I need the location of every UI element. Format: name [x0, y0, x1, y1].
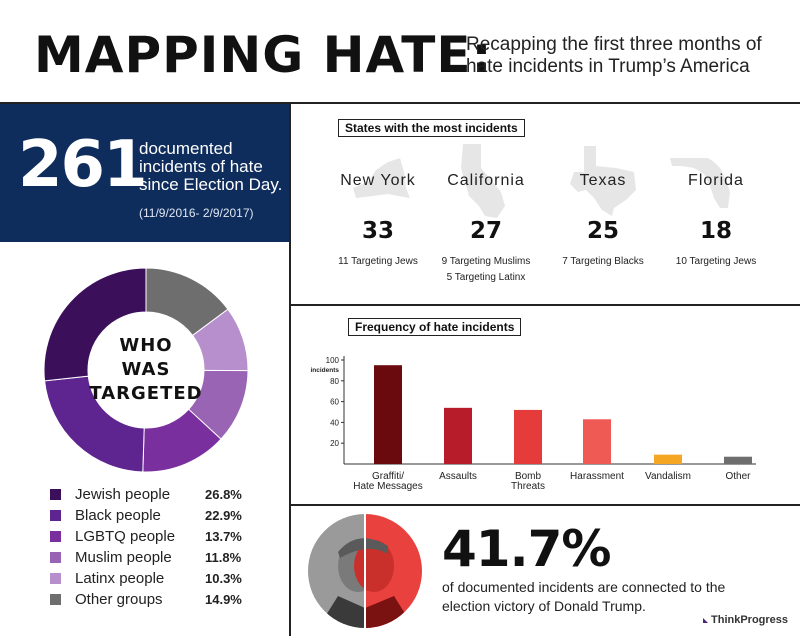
date-range: (11/9/2016- 2/9/2017) — [139, 206, 254, 220]
legend-value: 11.8% — [205, 550, 242, 565]
legend-value: 10.3% — [205, 571, 242, 586]
bar — [444, 407, 472, 464]
state-name: New York — [340, 172, 416, 189]
legend-item: Jewish people 26.8% — [50, 484, 242, 505]
california-shape — [461, 144, 505, 218]
state-count: 18 — [699, 218, 732, 244]
page-title: MAPPING HATE: — [34, 26, 493, 84]
summary-panel: 261 documented incidents of hate since E… — [0, 104, 290, 242]
state-count: 33 — [361, 218, 394, 244]
frequency-title: Frequency of hate incidents — [348, 318, 522, 336]
y-tick-label: 60 — [330, 398, 339, 407]
legend-swatch — [50, 531, 61, 542]
legend-swatch — [50, 552, 61, 563]
targets-donut — [43, 267, 249, 473]
bar — [583, 419, 611, 464]
x-tick-label: Harassment — [570, 471, 624, 482]
legend-item: Latinx people 10.3% — [50, 568, 242, 589]
legend-value: 13.7% — [205, 529, 242, 544]
incident-description: documented incidents of hate since Elect… — [139, 139, 283, 194]
brand-mark-icon — [703, 618, 708, 623]
state-count: 27 — [469, 218, 502, 244]
new-york-shape — [353, 158, 410, 198]
legend-swatch — [50, 489, 61, 500]
bar — [724, 456, 752, 464]
chart-divider — [290, 504, 800, 506]
legend-item: Other groups 14.9% — [50, 589, 242, 610]
x-tick-label: Other — [725, 471, 751, 482]
state-name: Texas — [579, 172, 627, 189]
x-tick-label: Graffiti/ — [372, 471, 404, 482]
y-axis-label: incidents — [310, 367, 339, 374]
vertical-divider — [289, 104, 291, 636]
bar — [374, 365, 402, 464]
x-tick-label: Threats — [511, 481, 545, 492]
legend-value: 14.9% — [205, 592, 242, 607]
legend-swatch — [50, 573, 61, 584]
state-count: 25 — [586, 218, 619, 244]
texas-shape — [570, 146, 636, 216]
brand-logo: ThinkProgress — [703, 614, 788, 626]
y-tick-label: 100 — [326, 356, 340, 365]
legend-label: LGBTQ people — [75, 528, 176, 545]
legend-item: LGBTQ people 13.7% — [50, 526, 242, 547]
frequency-bar-chart: 20 40 60 80 100 incidents Graffiti/Hate Messag… — [310, 356, 756, 492]
legend-label: Latinx people — [75, 570, 165, 587]
incident-count: 261 — [18, 128, 148, 202]
state-note: 5 Targeting Latinx — [446, 272, 526, 283]
state-note: 7 Targeting Blacks — [562, 256, 644, 267]
legend-swatch — [50, 594, 61, 605]
trump-photo — [308, 514, 422, 628]
legend-value: 26.8% — [205, 487, 242, 502]
x-tick-label: Assaults — [439, 471, 477, 482]
legend-swatch — [50, 510, 61, 521]
bar — [514, 409, 542, 464]
donut-chart — [43, 267, 249, 473]
donut-slice-jewish-people — [43, 267, 147, 382]
donut-label-line3: TARGETED — [89, 383, 203, 404]
states-divider — [290, 304, 800, 306]
x-tick-label: Bomb — [515, 471, 542, 482]
donut-center-label: WHO WAS TARGETED — [44, 334, 248, 406]
florida-shape — [670, 158, 730, 208]
legend-item: Black people 22.9% — [50, 505, 242, 526]
states-title: States with the most incidents — [338, 119, 525, 137]
legend-label: Jewish people — [75, 486, 171, 503]
state-note: 9 Targeting Muslims — [441, 256, 531, 267]
legend-item: Muslim people 11.8% — [50, 547, 242, 568]
state-note: 11 Targeting Jews — [338, 256, 418, 267]
legend-label: Black people — [75, 507, 161, 524]
targets-legend: Jewish people 26.8% Black people 22.9% LGBTQ… — [50, 484, 242, 610]
state-name: California — [447, 172, 525, 189]
state-name: Florida — [688, 172, 744, 189]
state-note: 10 Targeting Jews — [675, 256, 757, 267]
legend-label: Muslim people — [75, 549, 172, 566]
header-divider — [0, 102, 800, 104]
donut-label-line1: WHO — [119, 335, 173, 356]
legend-label: Other groups — [75, 591, 163, 608]
brand-name: ThinkProgress — [711, 614, 789, 626]
y-tick-label: 80 — [330, 377, 339, 386]
y-tick-label: 20 — [330, 439, 339, 448]
x-tick-label: Vandalism — [645, 471, 691, 482]
page-subtitle: Recapping the first three months of hate… — [466, 34, 762, 77]
donut-label-line2: WAS — [121, 359, 171, 380]
connected-percent: 41.7% — [442, 520, 611, 578]
y-tick-label: 40 — [330, 418, 339, 427]
connected-description: of documented incidents are connected to… — [442, 579, 726, 614]
legend-value: 22.9% — [205, 508, 242, 523]
bar — [654, 454, 682, 464]
header: MAPPING HATE: Recapping the first three … — [0, 0, 800, 104]
x-tick-label: Hate Messages — [353, 481, 422, 492]
